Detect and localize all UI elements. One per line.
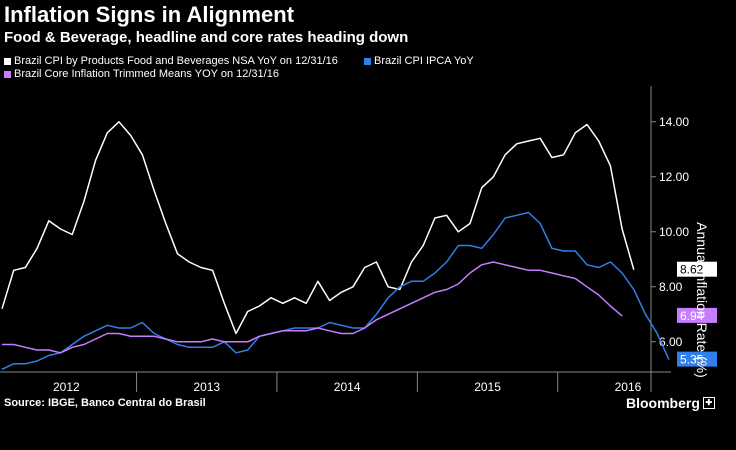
legend-swatch-blue	[364, 57, 371, 65]
y-tick-label: 12.00	[659, 170, 689, 184]
x-tick-label: 2016	[615, 380, 642, 394]
legend-item-food-beverages: Brazil CPI by Products Food and Beverage…	[4, 55, 338, 67]
legend-item-core: Brazil Core Inflation Trimmed Means YOY …	[4, 68, 279, 80]
legend-label: Brazil CPI IPCA YoY	[374, 55, 474, 67]
y-tick-label: 8.00	[659, 280, 683, 294]
bloomberg-logo: Bloomberg ✚	[626, 395, 715, 411]
y-tick-label: 10.00	[659, 225, 689, 239]
x-tick-label: 2014	[334, 380, 361, 394]
end-value-box-1	[677, 351, 717, 367]
brand-icon: ✚	[702, 397, 715, 409]
source-note: Source: IBGE, Banco Central do Brasil	[4, 397, 206, 409]
x-tick-label: 2015	[474, 380, 501, 394]
chart-subtitle: Food & Beverage, headline and core rates…	[4, 29, 409, 46]
end-value-label-1: 5.35	[680, 353, 704, 367]
end-value-label-2: 6.94	[680, 309, 704, 323]
series-line-0	[1, 121, 635, 335]
x-tick-label: 2013	[193, 380, 220, 394]
legend-swatch-purple	[4, 70, 11, 78]
series-line-2	[2, 261, 623, 354]
legend-item-ipca: Brazil CPI IPCA YoY	[364, 55, 474, 67]
x-tick-label: 2012	[53, 380, 80, 394]
end-value-label-0: 8.62	[680, 263, 704, 277]
series-line-1	[1, 211, 670, 370]
legend-label: Brazil Core Inflation Trimmed Means YOY …	[14, 68, 279, 80]
y-tick-label: 6.00	[659, 335, 683, 349]
end-value-box-2	[677, 307, 717, 323]
line-chart: 6.00 8.00 10.00 12.00 14.00 2012 2013 2014 2015 2…	[0, 86, 717, 394]
legend-label: Brazil CPI by Products Food and Beverage…	[14, 55, 338, 67]
brand-label: Bloomberg	[626, 395, 700, 411]
end-value-box-0	[677, 261, 717, 277]
y-tick-label: 14.00	[659, 115, 689, 129]
chart-title: Inflation Signs in Alignment	[4, 2, 295, 27]
legend-swatch-white	[4, 57, 11, 65]
